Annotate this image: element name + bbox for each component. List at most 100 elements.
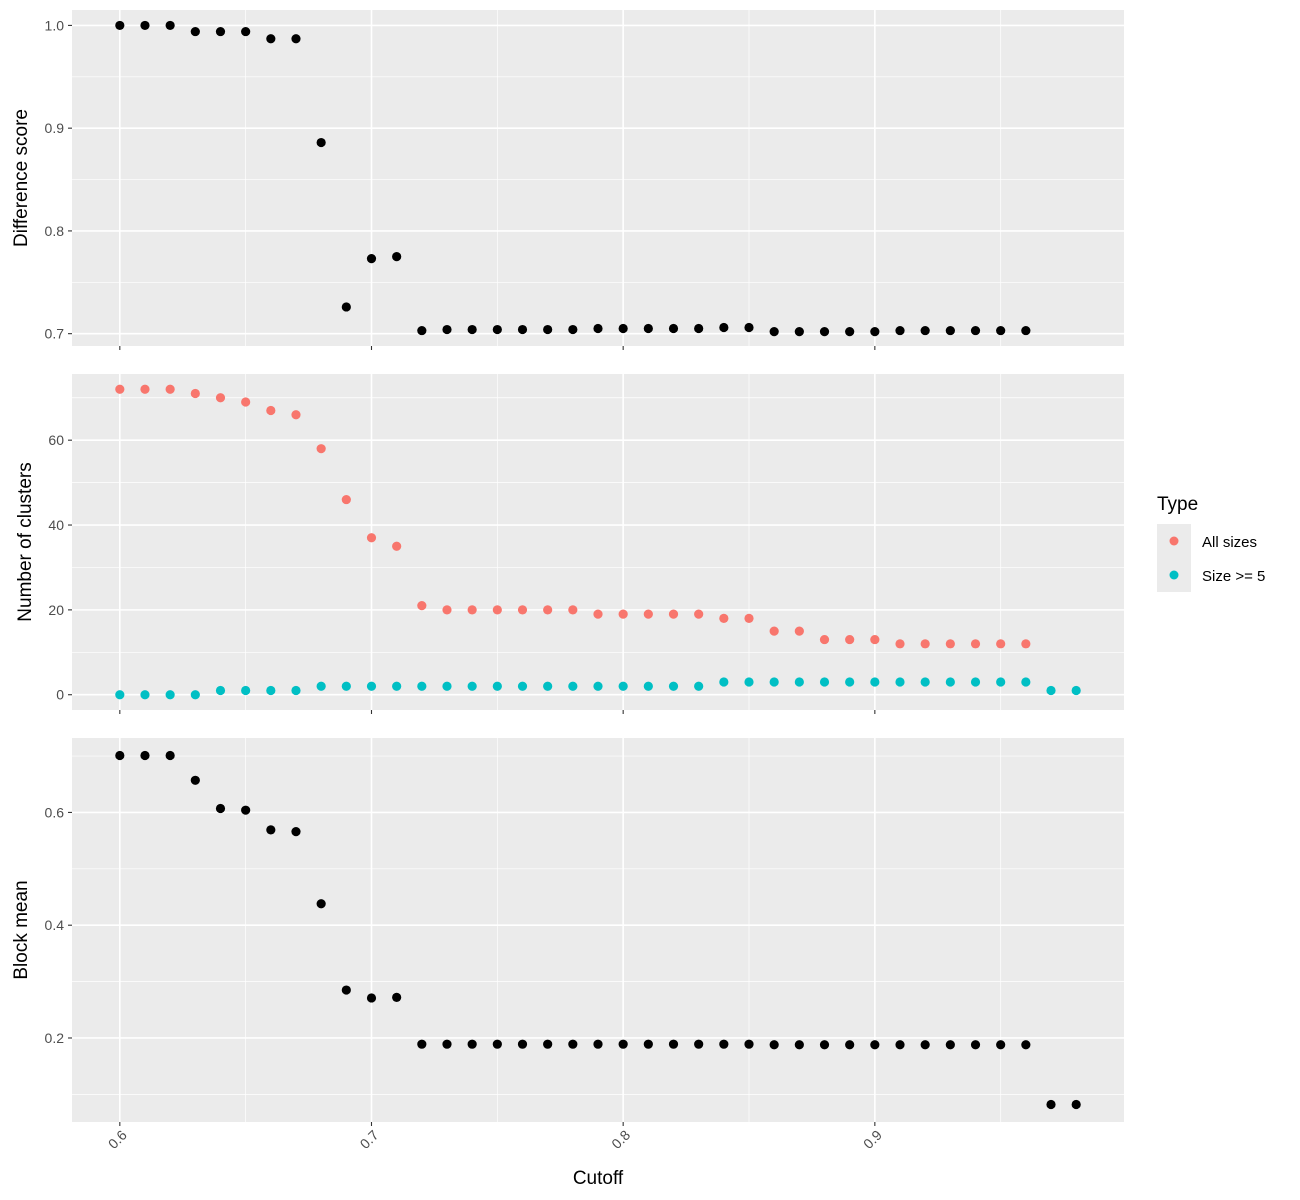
y-axis-ticks: 0 20 40 60 (48, 432, 72, 703)
data-point (870, 1040, 880, 1050)
minor-gridlines (72, 374, 1124, 710)
data-points (115, 384, 1081, 700)
panel-number-of-clusters: 0 20 40 60 Number of clusters (15, 374, 1124, 714)
data-point (341, 681, 351, 691)
data-point (291, 410, 301, 420)
data-point (895, 639, 905, 649)
legend-label-size-5: Size >= 5 (1202, 568, 1265, 585)
data-point (366, 993, 377, 1003)
data-point (215, 26, 226, 37)
data-point (895, 677, 905, 687)
data-point (190, 26, 200, 37)
data-point (769, 677, 779, 687)
data-point (215, 803, 226, 814)
data-point (845, 327, 855, 337)
data-point (543, 605, 553, 615)
data-point (140, 384, 150, 394)
y-axis-title: Difference score (11, 109, 32, 247)
y-tick-label: 0 (56, 687, 64, 703)
data-point (593, 323, 603, 334)
data-point (819, 677, 830, 687)
y-axis-title: Block mean (11, 880, 32, 979)
data-point (668, 609, 679, 619)
data-point (719, 1039, 729, 1049)
data-point (895, 325, 905, 336)
data-point (744, 322, 754, 333)
data-point (140, 750, 150, 761)
data-point (316, 444, 326, 454)
panel-block-mean: 0.2 0.4 0.6 Block mean (11, 738, 1124, 1126)
data-point (241, 397, 251, 407)
y-tick-label: 0.4 (45, 917, 65, 933)
y-tick-label: 0.7 (45, 326, 65, 342)
data-point (467, 324, 477, 335)
data-point (291, 827, 301, 837)
data-point (517, 1039, 528, 1049)
data-point (996, 325, 1006, 336)
data-point (366, 533, 377, 543)
data-point (417, 681, 427, 691)
y-axis-ticks: 0.7 0.8 0.9 1.0 (45, 17, 72, 342)
y-axis-ticks: 0.2 0.4 0.6 (45, 804, 72, 1046)
data-point (945, 325, 955, 336)
data-point (215, 393, 226, 403)
data-point (442, 324, 452, 335)
data-point (668, 323, 679, 334)
data-point (819, 327, 830, 337)
data-point (568, 681, 578, 691)
data-point (165, 690, 175, 700)
data-point (190, 690, 200, 700)
legend-title: Type (1157, 494, 1198, 515)
y-tick-label: 0.6 (45, 804, 65, 820)
data-point (266, 405, 276, 416)
data-point (543, 681, 553, 691)
data-point (970, 325, 981, 336)
data-point (895, 1040, 905, 1050)
data-point (442, 1039, 452, 1049)
legend-key-all-sizes (1169, 536, 1179, 546)
data-point (1021, 325, 1031, 336)
y-tick-label: 20 (48, 602, 64, 618)
data-point (694, 323, 704, 334)
y-tick-label: 0.9 (45, 120, 65, 136)
data-point (190, 775, 200, 785)
data-point (517, 605, 528, 615)
data-point (316, 899, 326, 909)
y-tick-label: 40 (48, 517, 64, 533)
data-point (719, 677, 729, 687)
y-tick-label: 1.0 (45, 17, 65, 33)
data-point (1046, 685, 1056, 696)
x-tick-label: 0.9 (860, 1127, 885, 1152)
data-point (694, 681, 704, 691)
data-point (165, 384, 175, 394)
y-axis-title: Number of clusters (15, 462, 36, 621)
data-point (492, 324, 502, 335)
data-point (115, 690, 125, 700)
data-point (366, 254, 377, 264)
data-point (492, 605, 502, 615)
data-points (115, 750, 1081, 1110)
data-point (165, 750, 175, 761)
data-point (593, 681, 603, 691)
data-point (744, 1039, 754, 1049)
data-point (492, 681, 502, 691)
data-point (392, 252, 402, 262)
data-point (1046, 1099, 1056, 1110)
data-point (517, 681, 528, 691)
data-point (870, 634, 880, 645)
data-point (794, 1040, 804, 1050)
data-point (945, 639, 955, 649)
minor-gridlines (72, 10, 1124, 346)
data-point (643, 323, 653, 334)
panel-background (72, 738, 1124, 1122)
data-point (618, 609, 628, 619)
data-point (870, 327, 880, 337)
x-tick-label: 0.8 (608, 1127, 633, 1152)
data-point (668, 1039, 679, 1049)
data-point (970, 639, 981, 649)
x-tick-label: 0.6 (105, 1127, 130, 1152)
data-point (719, 322, 729, 333)
data-point (996, 1040, 1006, 1050)
major-gridlines (72, 10, 1124, 346)
